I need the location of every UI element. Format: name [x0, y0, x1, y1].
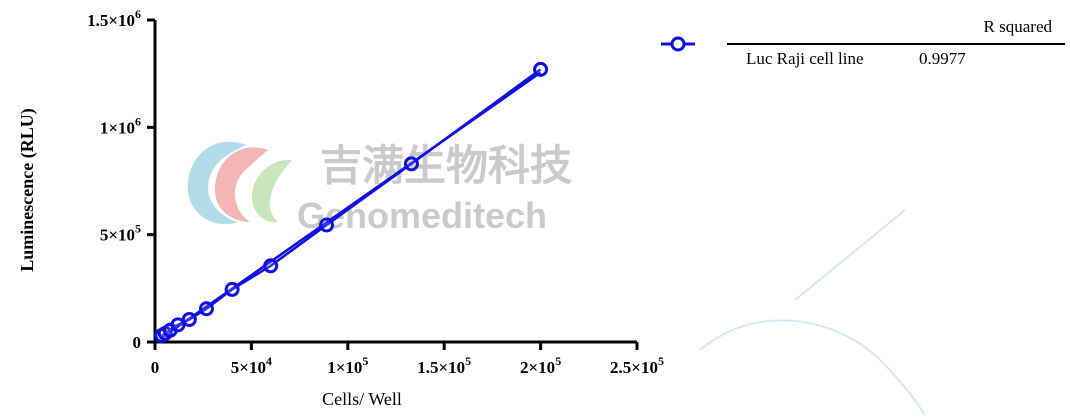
watermark-chinese-text: 吉满生物科技: [320, 141, 572, 190]
y-axis-ticks: 0 5×105 1×106 1.5×106: [87, 7, 155, 352]
data-point: [170, 317, 186, 333]
r-squared-table: R squared Luc Raji cell line 0.9977: [727, 17, 1065, 68]
data-point: [224, 281, 240, 297]
y-tick-label: 1.5×106: [87, 7, 141, 30]
data-point: [263, 258, 279, 274]
r-squared-header: R squared: [984, 17, 1053, 36]
x-tick-label: 1.5×105: [417, 354, 471, 377]
data-points: [154, 61, 549, 344]
legend: [661, 36, 695, 52]
y-tick-label: 1×106: [100, 114, 141, 137]
decorative-swoosh: [699, 209, 926, 416]
x-axis-ticks: 0 5×104 1×105 1.5×105 2×105 2.5×105: [151, 342, 664, 377]
x-axis-title: Cells/ Well: [322, 389, 402, 409]
legend-marker-icon: [670, 36, 686, 52]
data-point: [533, 61, 549, 77]
decor-line-1: [794, 209, 906, 301]
y-tick-label: 0: [133, 333, 142, 352]
data-point: [181, 311, 197, 327]
data-point: [319, 217, 335, 233]
data-point: [403, 156, 419, 172]
fit-lines: [161, 68, 542, 339]
x-tick-label: 2×105: [520, 354, 561, 377]
decor-line-2: [699, 319, 926, 416]
data-point: [198, 301, 214, 317]
watermark: 吉满生物科技 Genomeditech: [187, 141, 572, 236]
x-tick-label: 2.5×105: [610, 354, 664, 377]
linear-fit-line: [161, 71, 542, 339]
table-row-label: Luc Raji cell line: [746, 49, 864, 68]
y-tick-label: 5×105: [100, 222, 141, 245]
y-axis-title: Luminescence (RLU): [17, 108, 38, 271]
x-tick-label: 5×104: [231, 354, 272, 377]
axes: [153, 20, 637, 344]
x-tick-label: 1×105: [327, 354, 368, 377]
series-connecting-line: [161, 68, 542, 337]
x-tick-label: 0: [151, 358, 160, 377]
table-row-value: 0.9977: [919, 49, 966, 68]
genomeditech-logo-icon: [187, 141, 292, 225]
